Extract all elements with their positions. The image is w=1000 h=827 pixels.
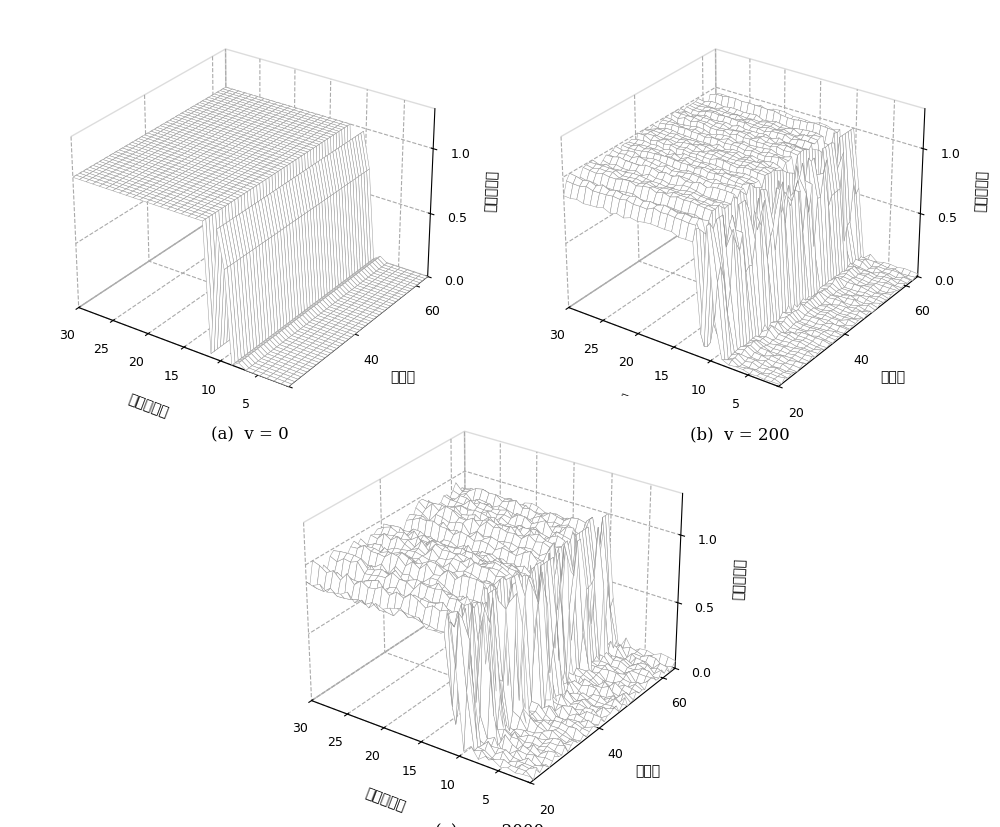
- X-axis label: 粗分辨单元: 粗分辨单元: [363, 786, 407, 813]
- Text: (c)  v = 2000: (c) v = 2000: [435, 823, 545, 827]
- Text: (a)  v = 0: (a) v = 0: [211, 426, 289, 443]
- Y-axis label: 子脉冲: 子脉冲: [390, 370, 415, 384]
- X-axis label: 粗分辨单元: 粗分辨单元: [616, 391, 660, 419]
- Y-axis label: 子脉冲: 子脉冲: [635, 763, 660, 777]
- Text: (b)  v = 200: (b) v = 200: [690, 426, 790, 443]
- Y-axis label: 子脉冲: 子脉冲: [880, 370, 905, 384]
- X-axis label: 粗分辨单元: 粗分辨单元: [126, 391, 170, 419]
